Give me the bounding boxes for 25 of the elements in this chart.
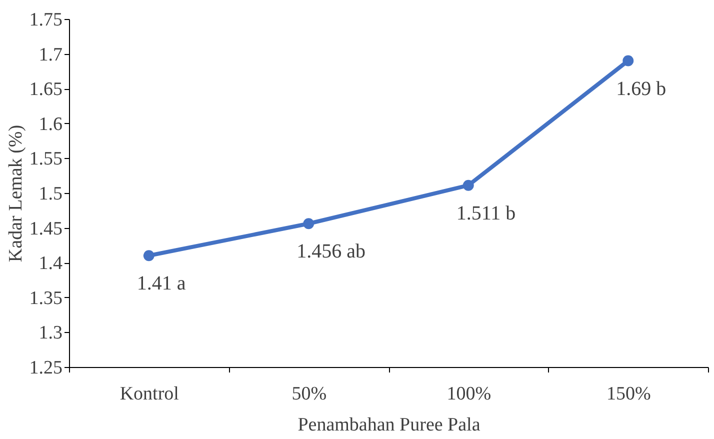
point [143,250,154,262]
y-tick-label: 1.4 [38,253,63,274]
y-tick-label: 1.7 [38,44,62,66]
y-tick-label: 1.3 [38,322,62,344]
y-tick-label: 1.6 [38,114,62,135]
point [622,55,634,66]
y-tick-label: 1.5 [38,184,62,204]
data-label: 1.511 b [456,202,516,224]
y-tick-label: 1.55 [29,148,62,170]
y-tick-label: 1.35 [29,288,62,309]
x-axis-title: Penambahan Puree Pala [298,414,481,436]
y-axis-title: Kadar Lemak (%) [5,124,26,262]
y-tick-label: 1.75 [29,10,62,30]
data-label: 1.41 a [136,272,186,295]
x-tick-label: 150% [606,384,651,404]
data-label: 1.456 ab [296,240,366,263]
x-tick-label: 50% [292,384,327,404]
x-tick-label: 100% [446,384,492,404]
y-tick-label: 1.25 [29,358,62,378]
y-tick-label: 1.45 [29,218,62,240]
y-tick-label: 1.65 [29,79,62,100]
point [462,180,474,191]
x-tick-label: Kontrol [120,384,179,404]
data-label: 1.69 b [616,78,666,100]
point [303,218,314,230]
